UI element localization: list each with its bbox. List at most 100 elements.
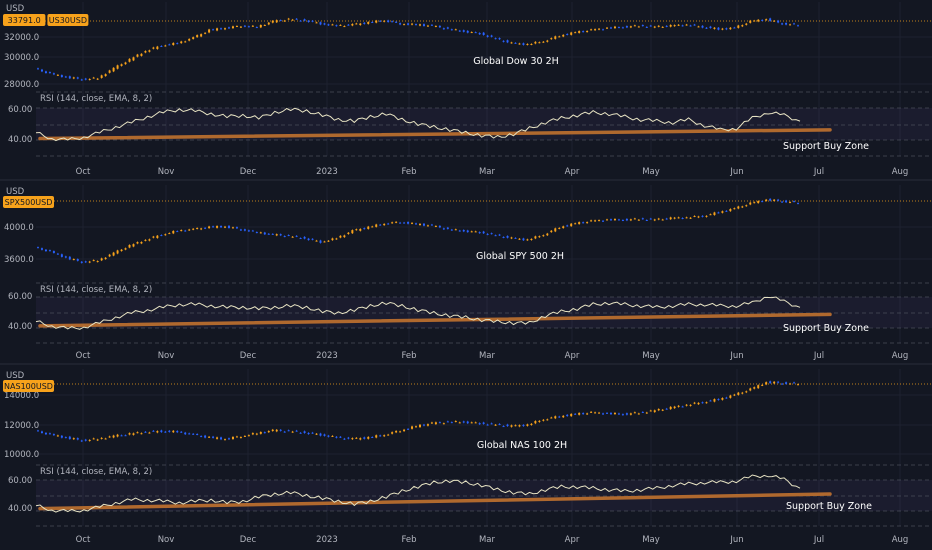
candle-body — [546, 233, 549, 236]
candle-body — [482, 422, 485, 424]
candle-body — [530, 43, 533, 45]
candle-body — [438, 225, 441, 228]
candle-body — [395, 430, 398, 433]
candle-body — [220, 225, 223, 228]
candle-body — [243, 435, 246, 437]
candle-body — [590, 220, 593, 222]
candle-body — [188, 38, 191, 41]
candle-body — [407, 428, 410, 430]
candle-body — [148, 239, 151, 241]
candle-body — [514, 237, 517, 239]
candle-body — [534, 421, 537, 424]
candle-body — [84, 78, 87, 80]
candle-body — [48, 250, 51, 252]
candle-body — [323, 241, 326, 243]
candle-body — [677, 217, 680, 219]
candle-body — [247, 230, 250, 232]
candle-body — [482, 32, 485, 35]
candle-body — [494, 38, 497, 40]
candle-body — [450, 229, 453, 231]
candle-body — [709, 214, 712, 216]
candle-body — [542, 41, 545, 43]
candle-body — [239, 229, 242, 231]
candle-body — [303, 431, 306, 433]
candle-body — [470, 32, 473, 34]
month-tick-label: Apr — [565, 351, 580, 361]
candle-body — [729, 209, 732, 212]
candle-body — [415, 223, 418, 225]
candle-body — [239, 26, 242, 28]
support-annotation: Support Buy Zone — [786, 501, 872, 512]
candle-body — [224, 226, 227, 228]
candle-body — [331, 24, 334, 26]
candle-body — [184, 230, 187, 232]
candle-body — [395, 221, 398, 223]
month-tick-label: Jun — [729, 535, 743, 545]
candle-body — [418, 24, 421, 26]
month-tick-label: Oct — [76, 351, 91, 361]
candle-body — [283, 20, 286, 22]
candle-body — [713, 399, 716, 402]
candle-body — [502, 236, 505, 238]
candle-body — [355, 229, 358, 231]
candle-body — [108, 436, 111, 438]
symbol-badge — [47, 14, 89, 26]
candle-body — [745, 391, 748, 393]
candle-body — [267, 233, 270, 235]
candle-body — [665, 25, 668, 27]
candle-body — [793, 382, 796, 384]
candle-body — [430, 24, 433, 26]
candle-body — [275, 234, 278, 236]
candle-body — [120, 435, 123, 437]
candle-body — [494, 235, 497, 237]
candle-body — [645, 26, 648, 28]
candle-body — [287, 430, 290, 432]
candle-body — [609, 27, 612, 29]
candle-body — [570, 223, 573, 227]
month-tick-label: Dec — [240, 535, 257, 545]
candle-body — [717, 212, 720, 214]
candle-body — [689, 25, 692, 27]
candle-body — [657, 25, 660, 27]
candle-body — [391, 432, 394, 434]
candle-body — [502, 40, 505, 42]
candle-body — [454, 29, 457, 31]
candle-body — [633, 412, 636, 414]
candle-body — [757, 200, 760, 204]
candle-body — [458, 230, 461, 232]
candle-body — [375, 20, 378, 23]
candle-body — [542, 419, 545, 421]
candle-body — [271, 233, 274, 235]
candle-body — [48, 72, 51, 74]
candle-body — [673, 25, 676, 27]
candle-body — [773, 20, 776, 22]
candle-body — [598, 220, 601, 222]
candle-body — [697, 216, 700, 218]
chart-title: Global Dow 30 2H — [473, 56, 559, 67]
candle-body — [140, 242, 143, 244]
candle-body — [629, 26, 632, 28]
candle-body — [172, 230, 175, 234]
candle-body — [657, 408, 660, 411]
candle-body — [462, 30, 465, 32]
candle-body — [88, 78, 91, 80]
candle-body — [168, 44, 171, 46]
candle-body — [426, 25, 429, 27]
rsi-tick-label: 60.00 — [8, 292, 32, 302]
candle-body — [247, 435, 250, 437]
candle-body — [184, 432, 187, 435]
candle-body — [140, 433, 143, 435]
candle-body — [486, 424, 489, 426]
candle-body — [574, 223, 577, 225]
candle-body — [152, 430, 155, 432]
candle-body — [204, 227, 207, 229]
month-tick-label: 2023 — [316, 167, 338, 177]
candle-body — [450, 422, 453, 424]
candle-body — [653, 26, 656, 28]
candle-body — [295, 235, 298, 237]
candle-body — [72, 259, 75, 261]
candle-body — [216, 437, 219, 439]
